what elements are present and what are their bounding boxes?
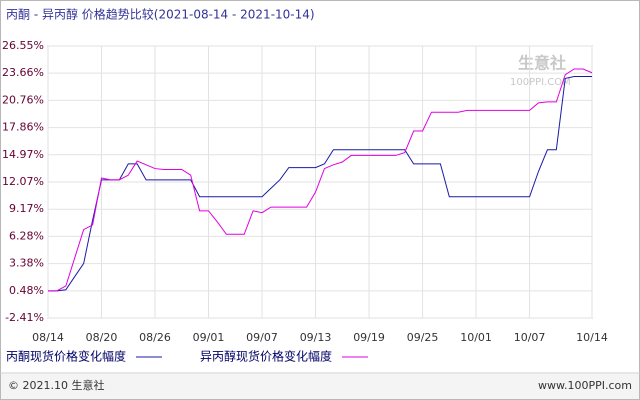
footer-site: www.100PPI.com	[538, 379, 632, 392]
y-tick-label: 6.28%	[9, 229, 44, 242]
y-tick-label: 20.76%	[2, 93, 44, 106]
x-tick-label: 09/25	[407, 331, 439, 344]
y-tick-label: 17.86%	[2, 121, 44, 134]
x-tick-label: 10/14	[576, 331, 608, 344]
y-tick-label: 0.48%	[9, 284, 44, 297]
x-tick-label: 09/13	[300, 331, 332, 344]
x-tick-label: 10/07	[514, 331, 546, 344]
legend-label: 丙酮现货价格变化幅度	[6, 349, 126, 364]
footer-band	[1, 374, 639, 399]
x-tick-label: 09/07	[246, 331, 278, 344]
series-line	[48, 68, 593, 292]
x-tick-label: 09/01	[193, 331, 225, 344]
series-line	[48, 76, 592, 292]
legend-label: 异丙醇现货价格变化幅度	[200, 349, 332, 364]
y-tick-label: 9.17%	[9, 202, 44, 215]
watermark-name: 生意社	[518, 54, 566, 73]
y-tick-label: 3.38%	[9, 257, 44, 270]
watermark-site: 100PPI.COM	[510, 77, 571, 88]
y-tick-label: 23.66%	[2, 66, 44, 79]
y-tick-label: 14.97%	[2, 148, 44, 161]
x-tick-label: 09/19	[353, 331, 385, 344]
footer-copyright: © 2021.10 生意社	[8, 378, 104, 392]
x-tick-label: 08/14	[32, 331, 64, 344]
y-tick-label: -2.41%	[5, 311, 44, 324]
y-tick-label: 26.55%	[2, 39, 44, 52]
chart-title: 丙酮 - 异丙醇 价格趋势比较(2021-08-14 - 2021-10-14)	[6, 7, 315, 22]
y-tick-label: 12.07%	[2, 175, 44, 188]
x-tick-label: 10/01	[460, 331, 492, 344]
x-tick-label: 08/26	[139, 331, 171, 344]
x-tick-label: 08/20	[86, 331, 118, 344]
